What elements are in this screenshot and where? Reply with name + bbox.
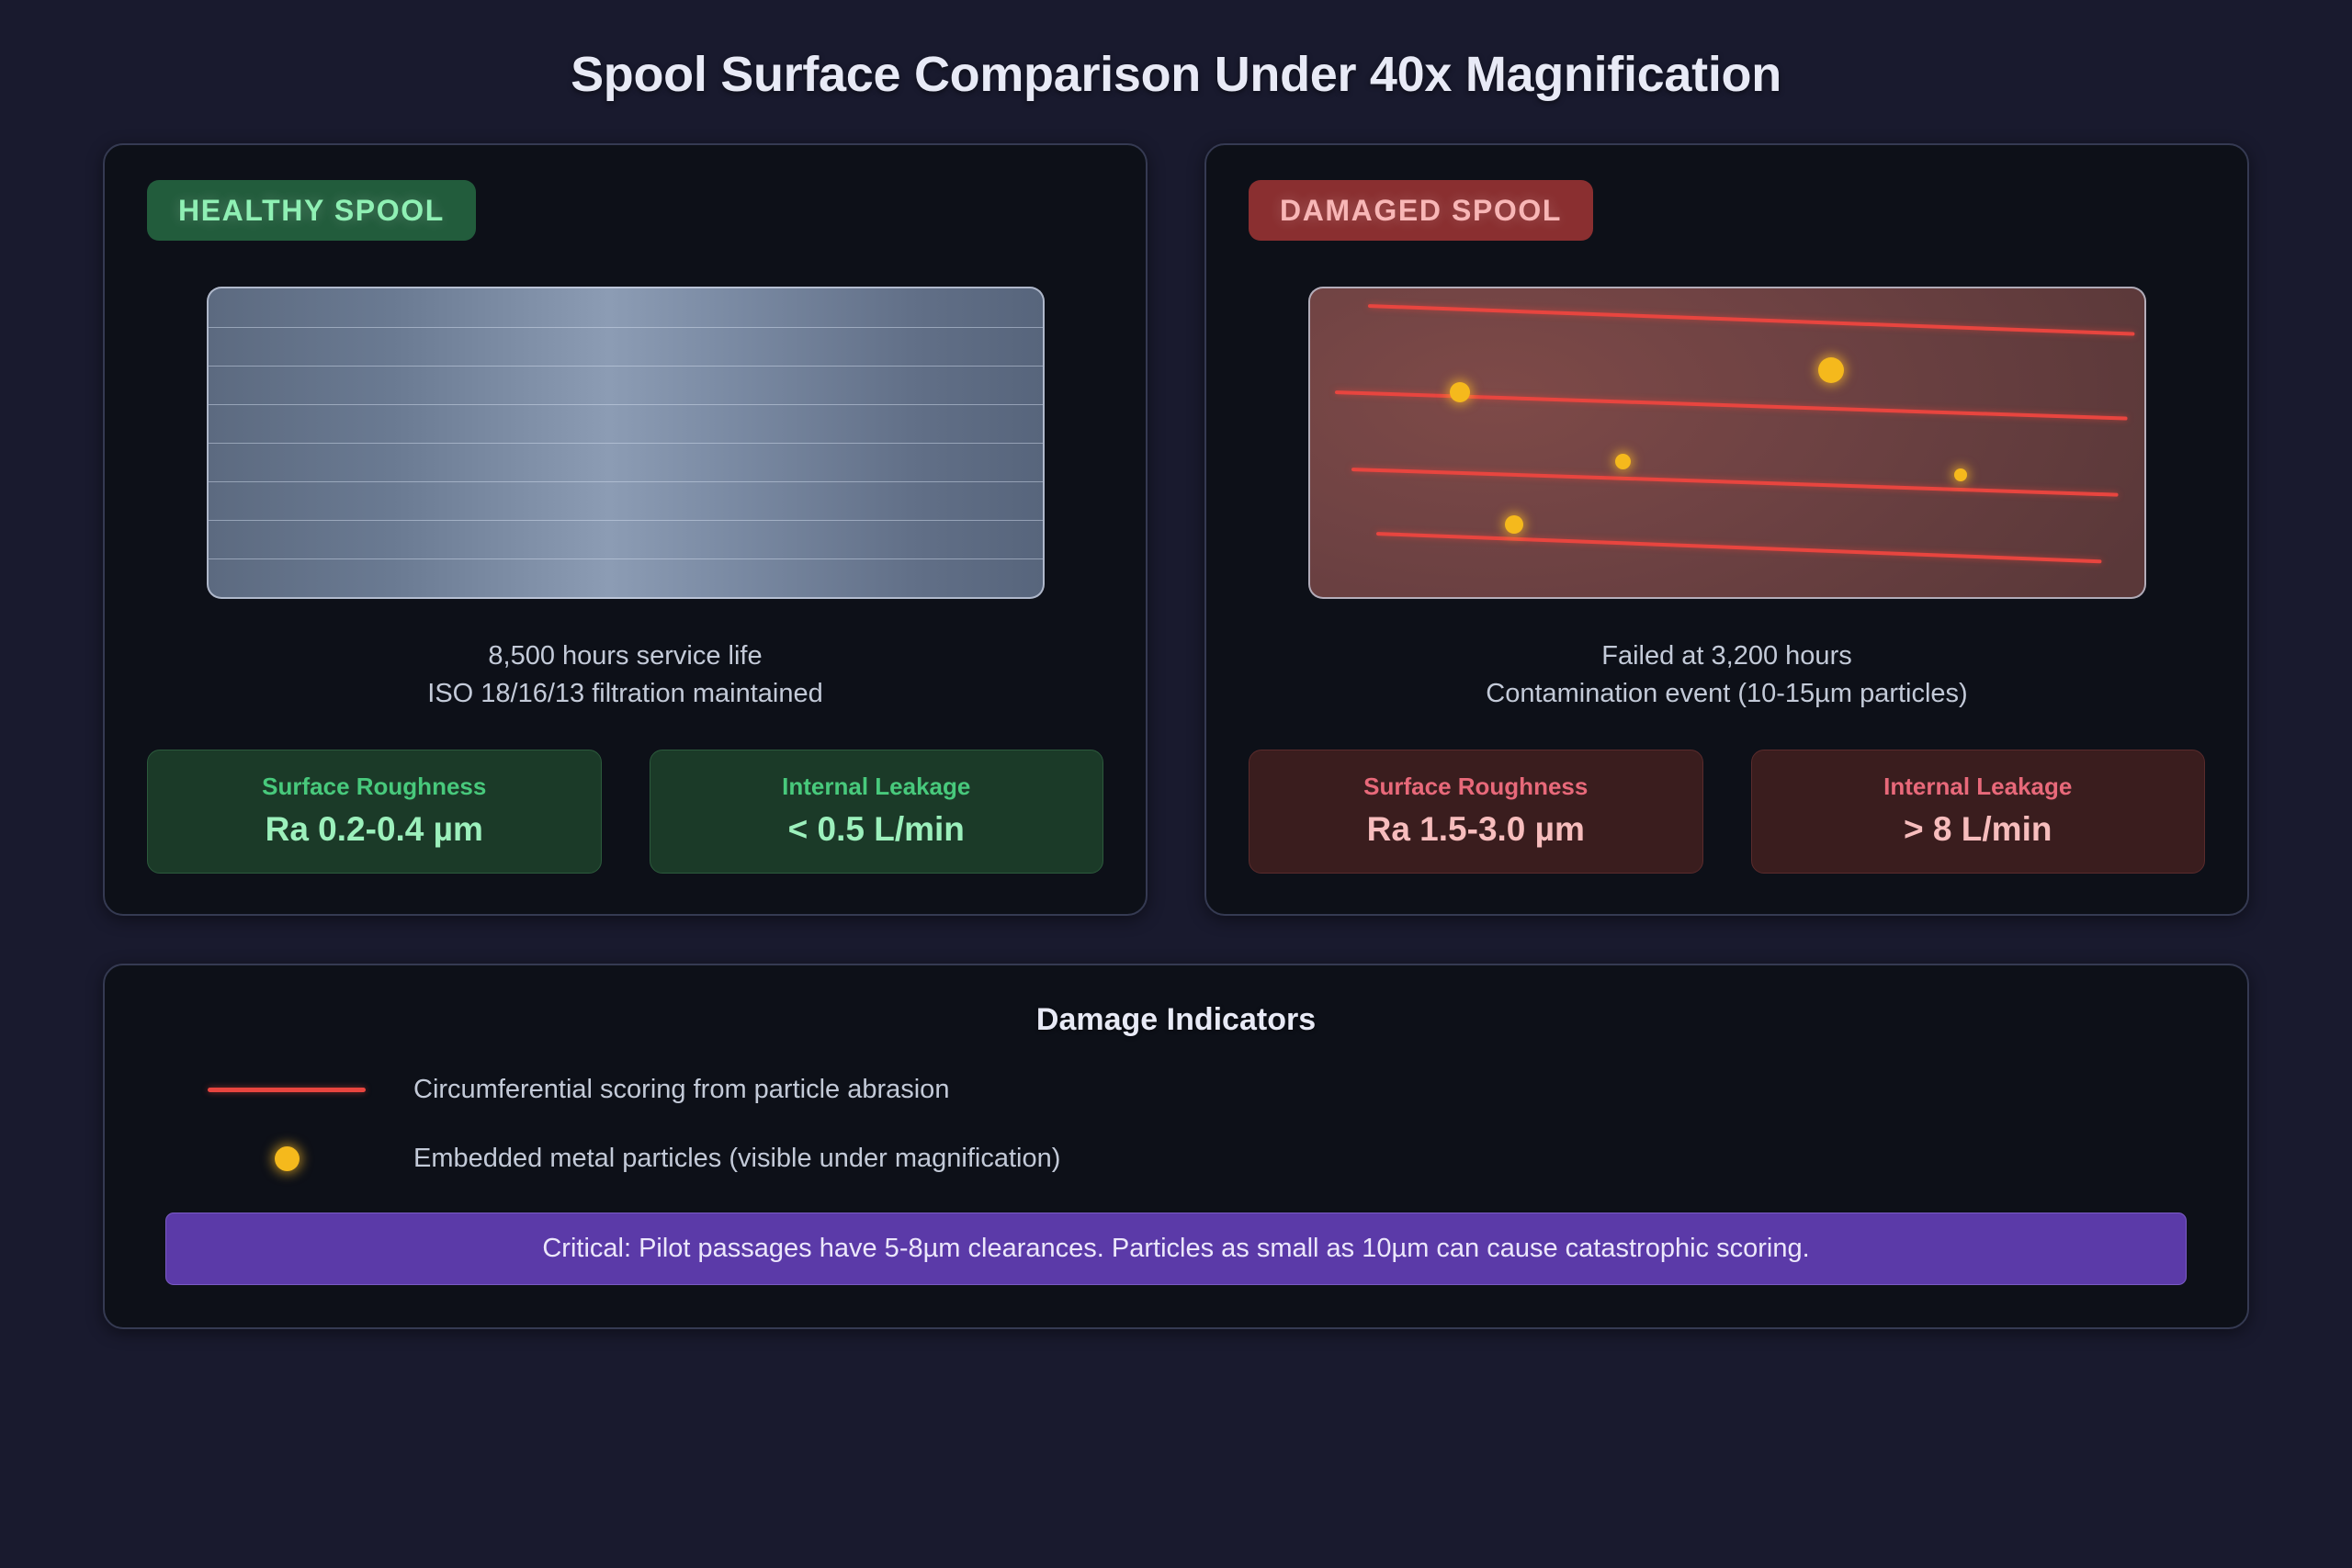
metric-label: Internal Leakage [782, 773, 971, 801]
surface-grain-line [208, 327, 1043, 328]
damaged-stat-line: Failed at 3,200 hours [1601, 641, 1852, 671]
damage-indicators-title: Damage Indicators [1035, 1002, 1317, 1038]
damaged-status-badge: DAMAGED SPOOL [1249, 180, 1594, 241]
healthy-spool-card: HEALTHY SPOOL 8,500 hours service life I… [103, 143, 1148, 917]
metric-label: Internal Leakage [1883, 773, 2073, 801]
page-title: Spool Surface Comparison Under 40x Magni… [571, 47, 1781, 102]
damaged-metrics: Surface Roughness Ra 1.5-3.0 µm Internal… [1249, 750, 2205, 874]
damage-indicators-panel: Damage Indicators Circumferential scorin… [103, 964, 2249, 1329]
healthy-surface-viewport [206, 287, 1045, 599]
metal-particle [1449, 381, 1470, 402]
healthy-stats: 8,500 hours service life ISO 18/16/13 fi… [147, 637, 1103, 713]
metal-particle [1504, 515, 1523, 535]
healthy-stat-line: 8,500 hours service life [488, 641, 763, 671]
critical-warning-banner: Critical: Pilot passages have 5-8µm clea… [165, 1213, 2187, 1285]
comparison-row: HEALTHY SPOOL 8,500 hours service life I… [103, 143, 2249, 917]
healthy-status-badge: HEALTHY SPOOL [147, 180, 476, 241]
surface-grain-line [208, 558, 1043, 559]
metal-particle [1953, 468, 1967, 482]
scoring-line [1351, 467, 2119, 497]
metal-particle [1818, 357, 1844, 384]
healthy-stat-line: ISO 18/16/13 filtration maintained [427, 679, 823, 709]
damaged-surface-viewport [1307, 287, 2146, 599]
legend-item-scoring: Circumferential scoring from particle ab… [165, 1075, 2187, 1105]
metric-label: Surface Roughness [262, 773, 487, 801]
damaged-metric-surface-roughness: Surface Roughness Ra 1.5-3.0 µm [1249, 750, 1703, 874]
metric-value: Ra 0.2-0.4 µm [265, 809, 483, 848]
healthy-metrics: Surface Roughness Ra 0.2-0.4 µm Internal… [147, 750, 1103, 874]
damaged-metric-internal-leakage: Internal Leakage > 8 L/min [1750, 750, 2205, 874]
red-line-swatch-icon [206, 1088, 368, 1093]
legend-item-particles: Embedded metal particles (visible under … [165, 1144, 2187, 1174]
scoring-line [1367, 303, 2135, 336]
legend-label: Circumferential scoring from particle ab… [413, 1075, 950, 1105]
surface-grain-line [208, 366, 1043, 367]
surface-grain-line [208, 404, 1043, 405]
metal-particle [1614, 453, 1631, 469]
metric-value: Ra 1.5-3.0 µm [1366, 809, 1585, 848]
damaged-stat-line: Contamination event (10-15µm particles) [1486, 679, 1968, 709]
surface-grain-line [208, 443, 1043, 444]
healthy-metric-internal-leakage: Internal Leakage < 0.5 L/min [649, 750, 1103, 874]
surface-grain-line [208, 481, 1043, 482]
yellow-dot-swatch-icon [206, 1146, 368, 1172]
metric-value: < 0.5 L/min [787, 809, 965, 848]
healthy-surface-wrap [147, 287, 1103, 599]
metric-label: Surface Roughness [1363, 773, 1589, 801]
damaged-surface-wrap [1249, 287, 2205, 599]
surface-grain-line [208, 520, 1043, 521]
healthy-metric-surface-roughness: Surface Roughness Ra 0.2-0.4 µm [147, 750, 602, 874]
damaged-stats: Failed at 3,200 hours Contamination even… [1249, 637, 2205, 713]
metric-value: > 8 L/min [1904, 809, 2052, 848]
scoring-line [1376, 532, 2102, 564]
damaged-spool-card: DAMAGED SPOOL Failed at 3,200 hours Cont… [1204, 143, 2249, 917]
legend-label: Embedded metal particles (visible under … [413, 1144, 1061, 1174]
